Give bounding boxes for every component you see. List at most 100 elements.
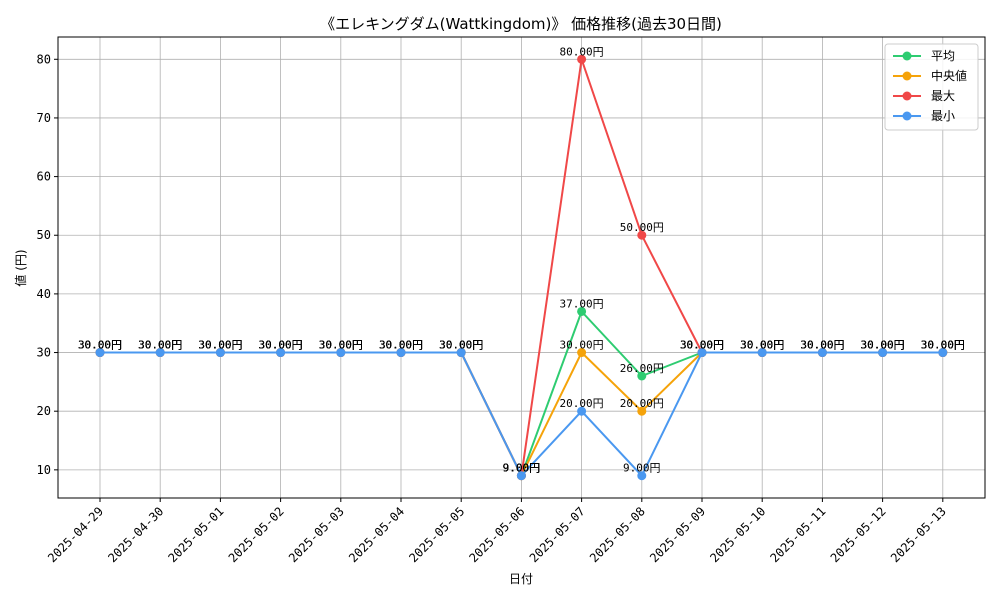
data-label: 30.00円 (198, 339, 242, 352)
y-tick-label: 20 (37, 404, 51, 418)
data-label: 30.00円 (138, 339, 182, 352)
data-point (516, 471, 526, 481)
x-axis-label: 日付 (509, 572, 533, 586)
data-label: 30.00円 (921, 339, 965, 352)
x-tick-label: 2025-05-09 (647, 504, 708, 565)
data-label: 30.00円 (680, 339, 724, 352)
data-label: 37.00円 (560, 297, 604, 310)
data-label: 30.00円 (861, 339, 905, 352)
series (95, 54, 948, 481)
data-label: 30.00円 (921, 339, 965, 352)
data-point (637, 471, 647, 481)
data-label: 30.00円 (921, 339, 965, 352)
data-label: 30.00円 (319, 339, 363, 352)
data-label: 30.00円 (560, 339, 604, 352)
data-point (155, 348, 165, 358)
legend-swatch-marker (902, 51, 912, 61)
data-point (276, 348, 286, 358)
data-label: 30.00円 (319, 339, 363, 352)
data-point (637, 406, 647, 416)
data-point (396, 348, 406, 358)
x-tick-label: 2025-04-29 (45, 504, 106, 565)
data-label: 30.00円 (259, 339, 303, 352)
y-tick-label: 70 (37, 111, 51, 125)
data-point (938, 348, 948, 358)
data-label: 9.00円 (623, 462, 661, 475)
data-label: 9.00円 (503, 462, 541, 475)
legend-label: 平均 (931, 49, 955, 63)
axis-ticks: 2025-04-29 2025-04-30 2025-05-01 2025-05-02… (37, 52, 949, 565)
data-point (817, 348, 827, 358)
y-tick-label: 60 (37, 170, 51, 184)
data-label: 30.00円 (379, 339, 423, 352)
data-label: 30.00円 (138, 339, 182, 352)
data-point (215, 348, 225, 358)
data-label: 30.00円 (740, 339, 784, 352)
data-label: 30.00円 (740, 339, 784, 352)
data-label: 20.00円 (620, 397, 664, 410)
data-label: 30.00円 (680, 339, 724, 352)
data-label: 30.00円 (439, 339, 483, 352)
grid (58, 37, 985, 498)
data-label: 30.00円 (198, 339, 242, 352)
data-label: 30.00円 (259, 339, 303, 352)
legend-swatch-marker (902, 71, 912, 81)
data-point (878, 348, 888, 358)
data-label: 30.00円 (800, 339, 844, 352)
data-point (577, 54, 587, 64)
data-point (577, 306, 587, 316)
data-label: 30.00円 (319, 339, 363, 352)
data-label: 30.00円 (138, 339, 182, 352)
data-label: 30.00円 (861, 339, 905, 352)
data-point (757, 348, 767, 358)
y-tick-label: 30 (37, 346, 51, 360)
data-label: 20.00円 (560, 397, 604, 410)
x-tick-label: 2025-05-12 (828, 504, 889, 565)
x-tick-label: 2025-05-10 (707, 504, 768, 565)
data-point (456, 348, 466, 358)
data-label: 30.00円 (800, 339, 844, 352)
data-point (577, 348, 587, 358)
data-label: 9.00円 (503, 462, 541, 475)
data-label: 30.00円 (379, 339, 423, 352)
data-label: 30.00円 (198, 339, 242, 352)
data-label: 30.00円 (319, 339, 363, 352)
legend-label: 中央値 (931, 68, 967, 83)
legend-swatch-marker (902, 111, 912, 121)
data-label: 50.00円 (620, 221, 664, 234)
data-label: 30.00円 (921, 339, 965, 352)
data-label: 30.00円 (680, 339, 724, 352)
y-tick-label: 80 (37, 52, 51, 66)
data-label: 30.00円 (379, 339, 423, 352)
data-label: 30.00円 (138, 339, 182, 352)
data-point (95, 348, 105, 358)
data-point (336, 348, 346, 358)
legend-box (884, 43, 979, 131)
data-label: 30.00円 (78, 339, 122, 352)
data-label: 30.00円 (259, 339, 303, 352)
x-tick-label: 2025-05-01 (166, 504, 227, 565)
data-label: 30.00円 (78, 339, 122, 352)
data-label: 30.00円 (861, 339, 905, 352)
data-label: 30.00円 (740, 339, 784, 352)
legend-swatch-marker (902, 91, 912, 101)
data-point (697, 348, 707, 358)
data-label: 30.00円 (439, 339, 483, 352)
data-label: 30.00円 (198, 339, 242, 352)
data-point (637, 230, 647, 240)
data-label: 30.00円 (861, 339, 905, 352)
y-tick-label: 50 (37, 228, 51, 242)
data-label: 30.00円 (800, 339, 844, 352)
data-label: 30.00円 (680, 339, 724, 352)
y-axis-label: 値 (円) (13, 249, 28, 286)
data-labels: 30.00円 30.00円 30.00円 30.00円 30.00円 30.00円 30.0… (78, 45, 965, 474)
x-tick-label: 2025-04-30 (105, 504, 166, 565)
data-label: 30.00円 (78, 339, 122, 352)
y-tick-label: 10 (37, 463, 51, 477)
legend-label: 最大 (931, 89, 955, 103)
x-tick-label: 2025-05-06 (467, 504, 528, 565)
x-tick-label: 2025-05-02 (226, 504, 287, 565)
x-tick-label: 2025-05-07 (527, 504, 588, 565)
